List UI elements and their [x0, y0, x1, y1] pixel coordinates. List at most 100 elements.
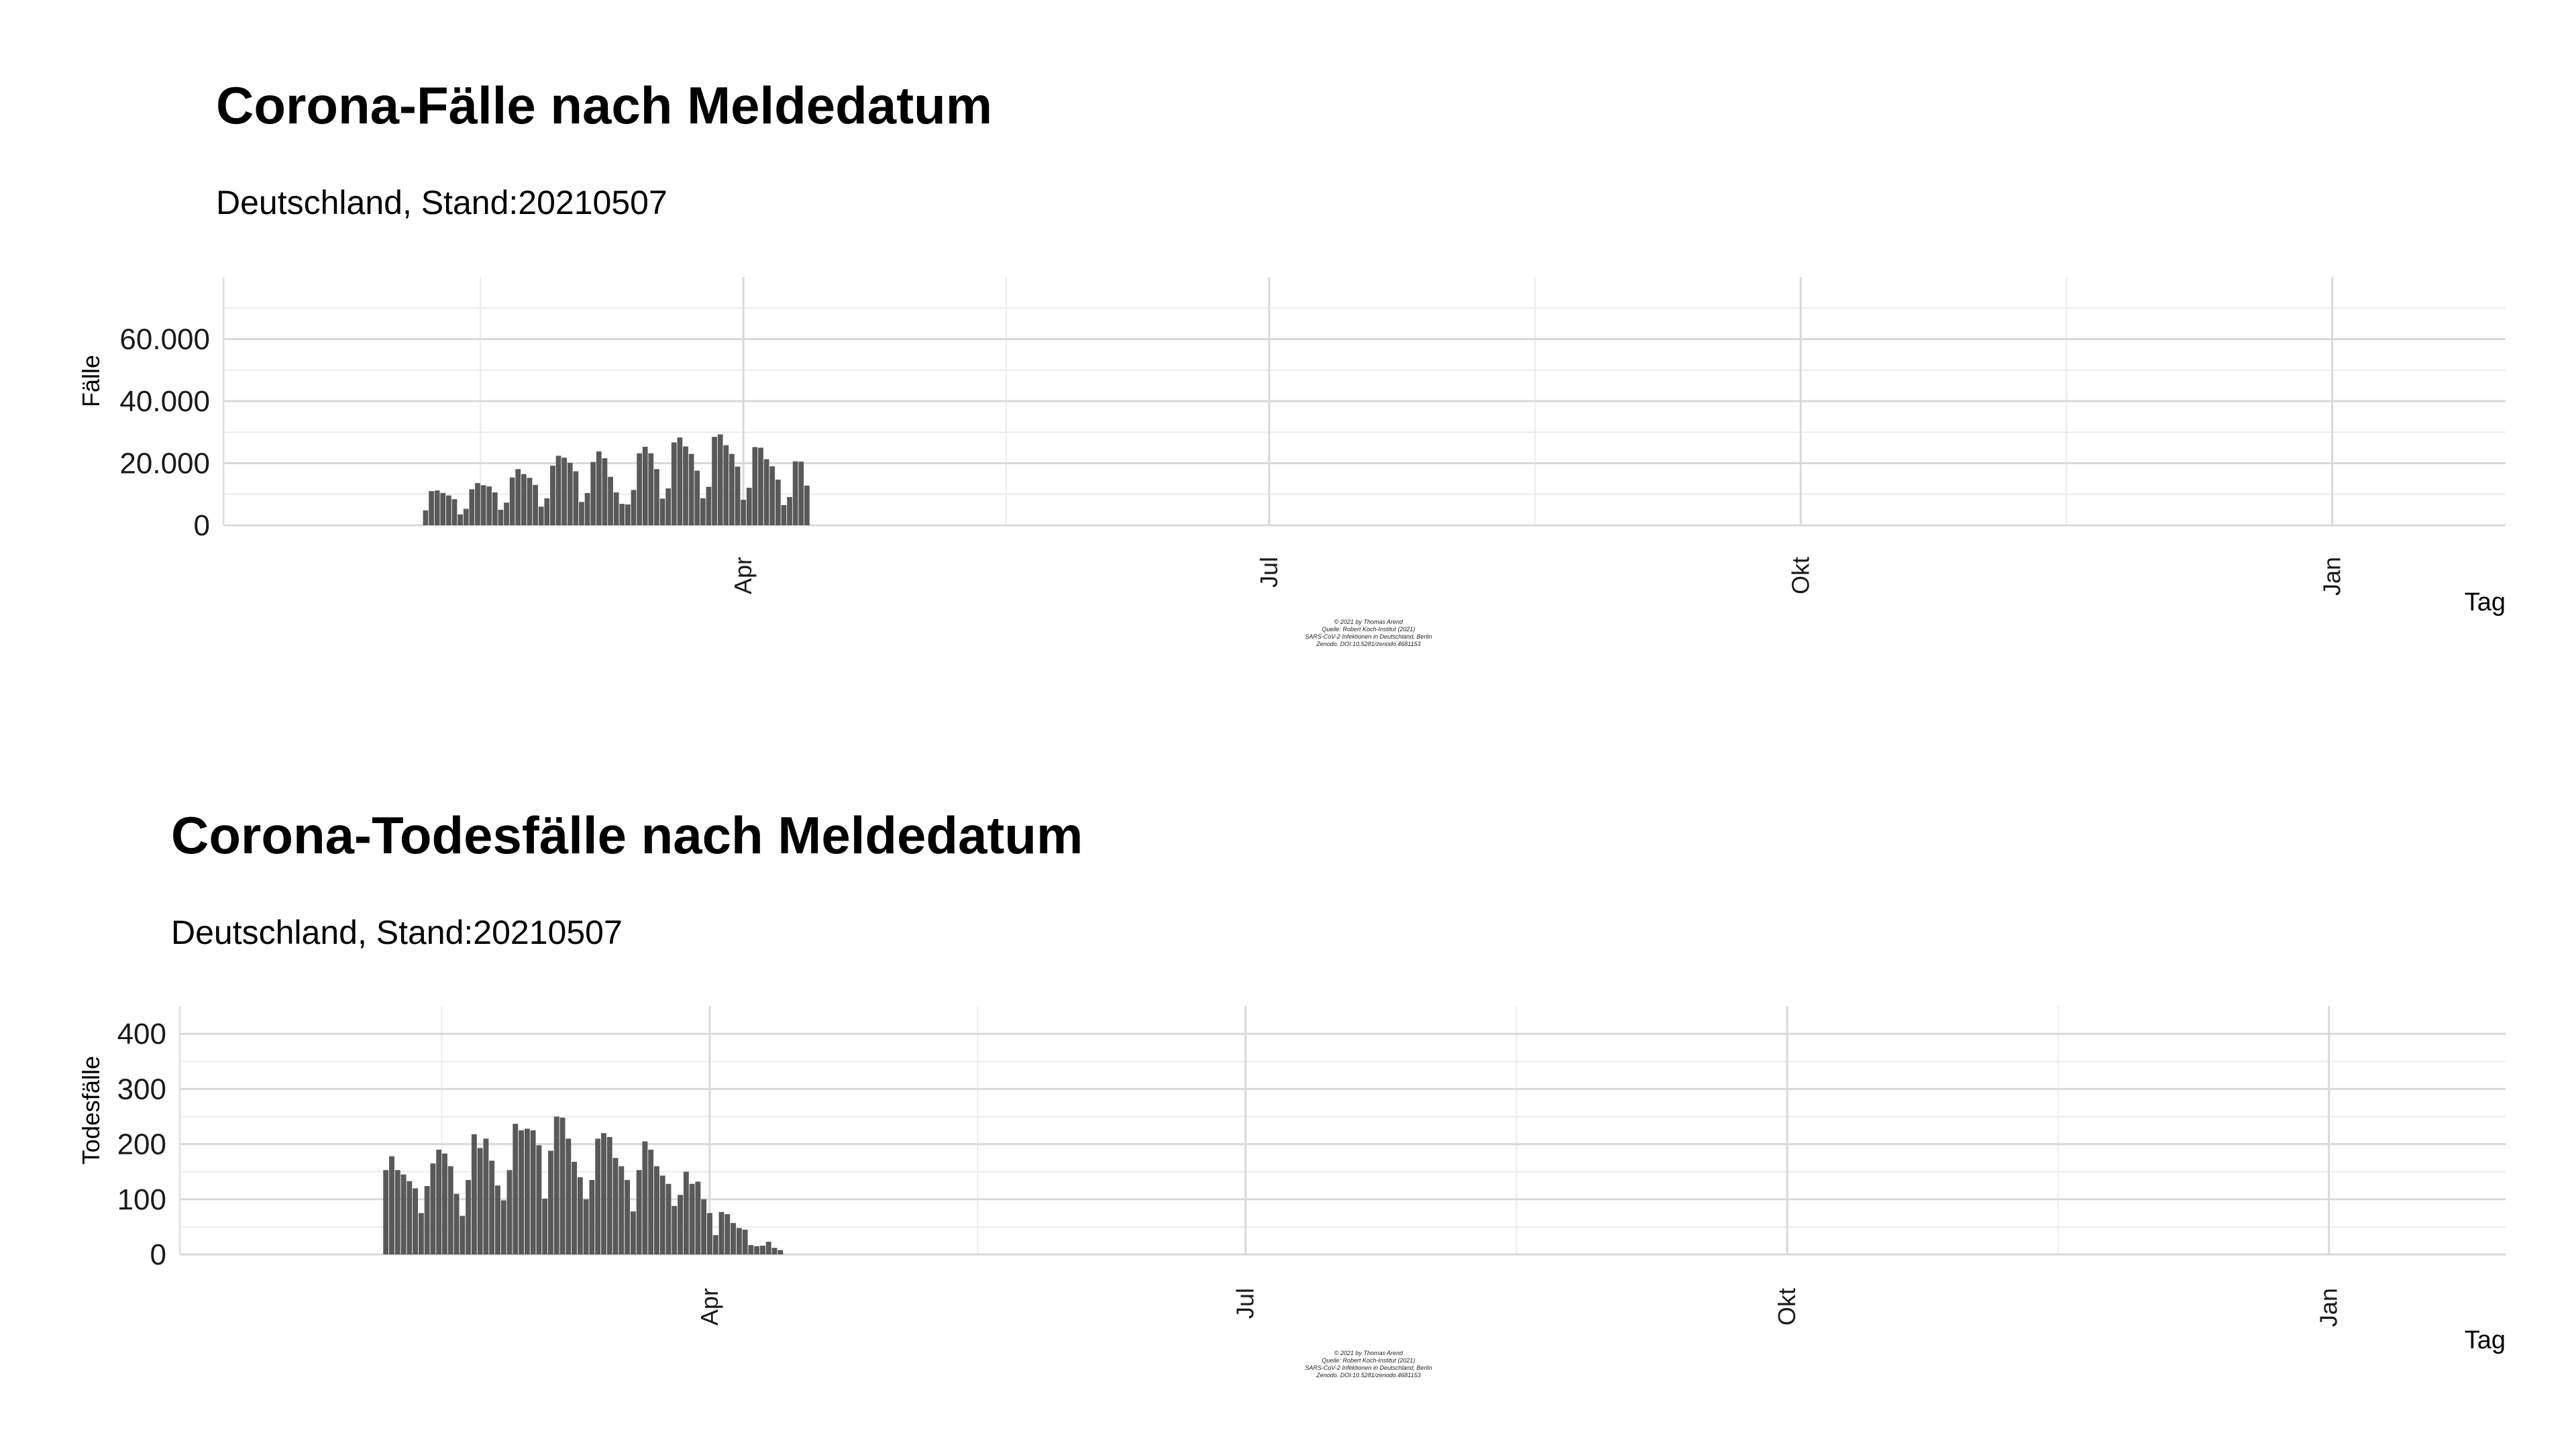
bar	[678, 1195, 684, 1254]
bar	[798, 462, 804, 525]
bar	[659, 498, 665, 525]
bar	[729, 453, 735, 525]
y-tick-label: 100	[117, 1183, 166, 1216]
bar	[469, 489, 475, 525]
bar	[430, 1163, 436, 1254]
bar	[689, 1183, 695, 1254]
bar	[434, 490, 440, 525]
bar	[625, 504, 631, 525]
bar	[589, 1180, 595, 1254]
bar	[453, 1193, 460, 1254]
bar	[769, 466, 775, 525]
bar	[533, 484, 538, 525]
bar	[763, 459, 769, 525]
bar	[777, 1250, 784, 1254]
bar	[712, 1235, 718, 1254]
bar	[566, 1138, 572, 1254]
bar	[712, 437, 717, 525]
bar	[631, 490, 637, 525]
bar	[480, 485, 486, 525]
cases-bar-chart: 0 20.000 40.000 60.000 Apr Jul Okt Jan Fälle Tag	[77, 277, 2506, 616]
y-tick-label: 60.000	[119, 323, 210, 356]
bar	[413, 1188, 419, 1254]
caption-line: SARS-CoV-2 Infektionen in Deutschland, B…	[1305, 1364, 1432, 1371]
bar	[475, 483, 480, 525]
bar	[671, 442, 677, 525]
bar	[596, 451, 602, 525]
bar	[513, 1124, 519, 1254]
bar	[595, 1138, 601, 1254]
bar	[492, 492, 498, 525]
bar	[538, 506, 544, 525]
y-tick-label: 40.000	[119, 385, 210, 418]
bar	[466, 1180, 472, 1254]
bar	[746, 488, 752, 525]
bar	[648, 1149, 654, 1254]
bar	[608, 476, 613, 525]
bar	[683, 1171, 689, 1254]
bar	[394, 1170, 400, 1254]
deaths-bar-chart: 0 100 200 300 400 Apr Jul Okt Jan Todesfälle Tag	[77, 1006, 2506, 1354]
bar	[389, 1156, 394, 1254]
bar	[654, 1166, 659, 1254]
caption-line: SARS-CoV-2 Infektionen in Deutschland, B…	[1305, 633, 1432, 640]
bar	[701, 1199, 707, 1254]
bar	[521, 474, 527, 525]
bar	[724, 1214, 731, 1254]
bar	[787, 496, 792, 525]
bar	[561, 458, 568, 525]
bar	[723, 445, 729, 525]
bar	[765, 1242, 771, 1254]
bar	[577, 1177, 583, 1254]
bar	[498, 509, 504, 525]
deaths-chart-panel: Corona-Todesfälle nach Meldedatum Deutsc…	[0, 724, 2576, 1449]
bar	[486, 486, 492, 525]
bar	[544, 498, 550, 525]
bar	[559, 1118, 566, 1254]
bar	[735, 466, 741, 525]
bar	[527, 478, 533, 525]
bar	[759, 1245, 765, 1254]
bar	[572, 1161, 578, 1254]
x-tick-label: Jul	[1255, 557, 1283, 588]
bar	[383, 1170, 389, 1254]
bar	[781, 504, 787, 525]
bar	[636, 1170, 642, 1254]
bar	[536, 1145, 542, 1254]
bar	[717, 434, 723, 525]
bar	[506, 1170, 513, 1254]
bar	[590, 462, 596, 525]
bar	[424, 1186, 430, 1254]
bar	[463, 508, 469, 525]
bar	[436, 1149, 442, 1254]
x-tick-label: Jan	[2315, 1288, 2343, 1327]
bar	[584, 492, 590, 525]
bar	[515, 469, 521, 525]
caption-line: © 2021 by Thomas Arend	[1334, 619, 1403, 625]
bar	[771, 1248, 777, 1254]
bar	[741, 500, 747, 525]
bar	[694, 470, 700, 525]
bar	[718, 1212, 724, 1254]
chart-subtitle: Deutschland, Stand:20210507	[216, 184, 667, 221]
y-axis-title: Fälle	[77, 355, 105, 407]
bar	[601, 1133, 606, 1254]
bar	[688, 453, 694, 525]
bar	[736, 1228, 742, 1254]
bar	[542, 1198, 548, 1254]
bar	[471, 1134, 477, 1254]
x-tick-label: Okt	[1786, 557, 1814, 594]
bar	[447, 1166, 453, 1254]
bar	[500, 1200, 506, 1254]
x-tick-label: Jul	[1232, 1288, 1259, 1319]
bar	[451, 499, 458, 525]
x-tick-label: Apr	[696, 1288, 723, 1326]
bar	[530, 1130, 536, 1254]
bar	[567, 463, 573, 525]
bar	[579, 502, 584, 525]
bar	[659, 1175, 665, 1254]
bar	[706, 1213, 712, 1254]
x-axis-title: Tag	[2465, 588, 2506, 616]
bar	[418, 1213, 424, 1254]
bar	[550, 466, 555, 525]
